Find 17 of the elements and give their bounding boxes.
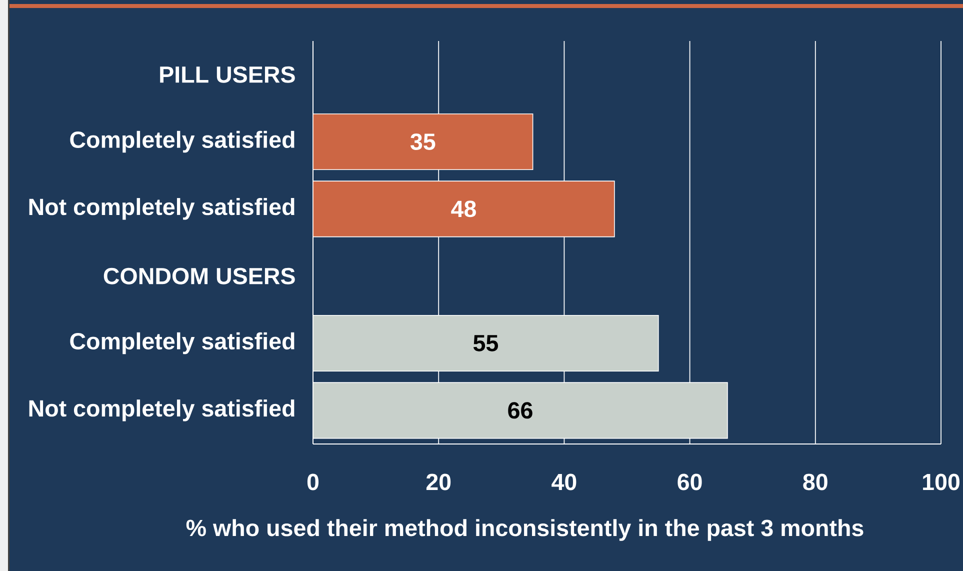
data-label: 48 bbox=[451, 200, 476, 218]
x-tick-label: 40 bbox=[552, 474, 576, 490]
data-label: 55 bbox=[473, 335, 498, 352]
y-tick-label: Not completely satisfied bbox=[29, 198, 294, 220]
data-label: 66 bbox=[508, 402, 532, 419]
x-tick-label: 100 bbox=[923, 474, 960, 490]
x-tick-label: 20 bbox=[426, 474, 451, 490]
x-tick-label: 80 bbox=[803, 474, 828, 490]
y-tick-label: Completely satisfied bbox=[70, 332, 294, 354]
y-tick-label: Completely satisfied bbox=[70, 130, 294, 153]
y-tick-label: Not completely satisfied bbox=[29, 400, 294, 422]
x-tick-label: 0 bbox=[307, 474, 319, 490]
x-axis-title: % who used their method inconsistently in the past 3 months bbox=[186, 519, 864, 541]
y-tick-label: CONDOM USERS bbox=[104, 268, 295, 284]
data-label: 35 bbox=[410, 133, 436, 150]
y-tick-label: PILL USERS bbox=[160, 66, 295, 83]
x-tick-label: 60 bbox=[678, 474, 702, 490]
